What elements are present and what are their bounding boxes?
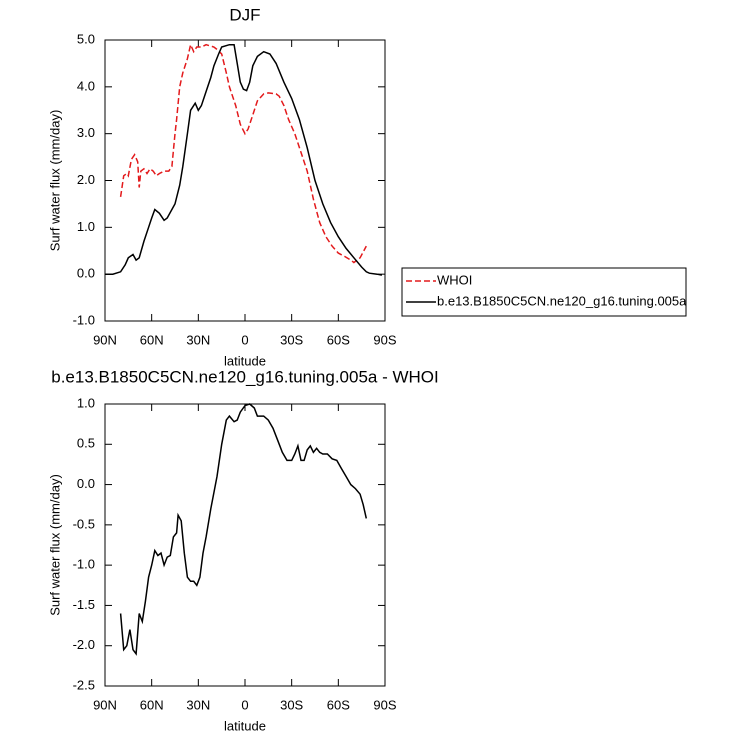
x-tick-label: 30S <box>280 332 303 347</box>
chart-title: DJF <box>229 5 260 24</box>
x-axis-title: latitude <box>224 718 266 733</box>
y-tick-label: -1.0 <box>73 312 95 327</box>
y-tick-label: -1.5 <box>73 597 95 612</box>
y-tick-label: 3.0 <box>77 125 95 140</box>
data-line <box>105 43 383 276</box>
x-axis-title: latitude <box>224 353 266 368</box>
legend-label: b.e13.B1850C5CN.ne120_g16.tuning.005a <box>437 293 687 308</box>
legend-box <box>401 267 687 317</box>
data-line <box>119 403 368 656</box>
y-tick-label: 0.5 <box>77 436 95 451</box>
x-tick-label: 60S <box>327 332 350 347</box>
x-tick-label: 0 <box>241 697 248 712</box>
plot-frame <box>104 403 386 687</box>
x-tick-label: 90S <box>373 697 396 712</box>
x-tick-label: 30S <box>280 697 303 712</box>
y-tick-label: 1.0 <box>77 395 95 410</box>
x-tick-label: 30N <box>186 332 210 347</box>
y-tick-label: 2.0 <box>77 172 95 187</box>
y-tick-label: 5.0 <box>77 31 95 46</box>
x-tick-label: 30N <box>186 697 210 712</box>
y-tick-label: 0.0 <box>77 476 95 491</box>
plot-frame <box>104 39 386 322</box>
x-tick-label: 90N <box>93 697 117 712</box>
chart-title: b.e13.B1850C5CN.ne120_g16.tuning.005a - … <box>51 367 438 386</box>
data-line <box>119 42 367 264</box>
y-tick-label: -1.0 <box>73 557 95 572</box>
x-tick-label: 0 <box>241 332 248 347</box>
legend-label: WHOI <box>437 272 472 287</box>
y-tick-label: 4.0 <box>77 78 95 93</box>
x-tick-label: 60N <box>140 697 164 712</box>
y-tick-label: 1.0 <box>77 219 95 234</box>
y-axis-title: Surf water flux (mm/day) <box>47 110 62 252</box>
x-tick-label: 60S <box>327 697 350 712</box>
y-tick-label: 0.0 <box>77 266 95 281</box>
y-axis-title: Surf water flux (mm/day) <box>47 474 62 616</box>
y-tick-label: -0.5 <box>73 516 95 531</box>
y-tick-label: -2.5 <box>73 677 95 692</box>
x-tick-label: 90N <box>93 332 117 347</box>
y-tick-label: -2.0 <box>73 637 95 652</box>
x-tick-label: 60N <box>140 332 164 347</box>
x-tick-label: 90S <box>373 332 396 347</box>
